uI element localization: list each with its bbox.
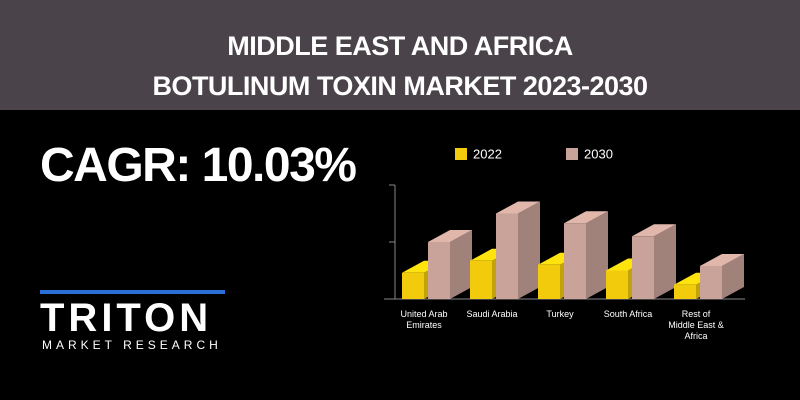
bar-front [402, 272, 424, 299]
bar [632, 224, 676, 299]
bar-top [700, 253, 744, 266]
bar-front [674, 284, 696, 299]
bar-side [654, 224, 676, 299]
title: MIDDLE EAST AND AFRICA BOTULINUM TOXIN M… [152, 31, 648, 101]
bar-front [538, 264, 560, 299]
bar-front [700, 265, 722, 299]
bar-side [450, 230, 472, 299]
legend-swatch [566, 148, 578, 160]
legend-swatch [455, 148, 467, 160]
logo-tagline: MARKET RESEARCH [42, 338, 222, 352]
bar [496, 201, 540, 299]
legend-label: 2030 [584, 146, 613, 161]
bar-top [632, 224, 676, 237]
x-tick-label: Saudi Arabia [466, 309, 518, 319]
bar-side [586, 211, 608, 299]
bar-top [428, 230, 472, 242]
bar [428, 230, 472, 299]
x-tick-label: United Arab Emirates [400, 309, 448, 330]
legend-label: 2022 [473, 146, 502, 161]
bar-side [722, 253, 744, 299]
bar-front [470, 260, 492, 299]
bar-front [428, 242, 450, 299]
bar [564, 211, 608, 299]
bar-front [606, 270, 628, 299]
x-tick-label: South Africa [603, 309, 653, 319]
cagr: CAGR: 10.03% [40, 139, 357, 192]
bar [700, 253, 744, 299]
x-tick-label: Turkey [546, 309, 574, 319]
bar-side [518, 201, 540, 299]
bar-front [496, 213, 518, 299]
title-band [0, 0, 800, 110]
x-tick-label: Rest of Middle East & Africa [668, 309, 724, 341]
logo-bar [40, 290, 225, 294]
bar-top [564, 211, 608, 224]
bar-front [632, 236, 654, 299]
logo-name: TRITON [40, 296, 213, 340]
bar-front [564, 223, 586, 299]
bar-top [496, 201, 540, 214]
